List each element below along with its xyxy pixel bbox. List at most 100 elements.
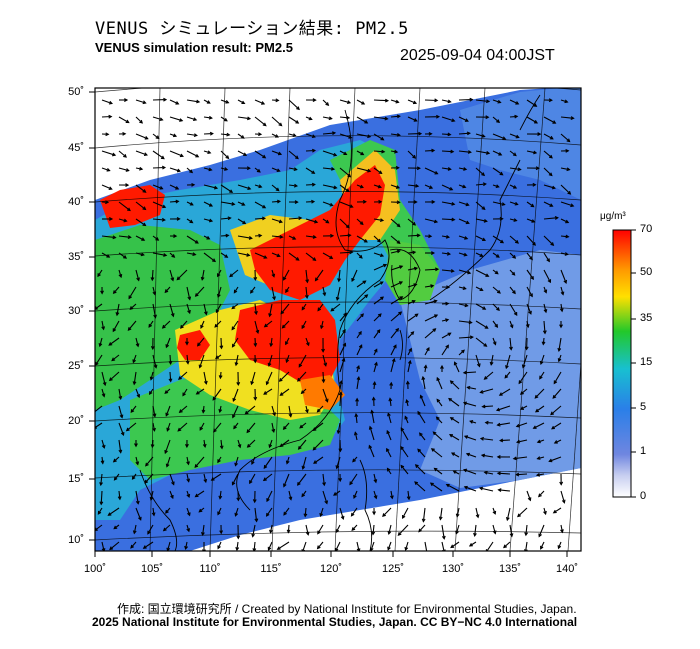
wind-arrow-head: [175, 199, 180, 204]
wind-arrow-head: [123, 154, 127, 158]
wind-arrow-head: [356, 365, 360, 370]
wind-arrow: [336, 456, 341, 469]
wind-arrow: [317, 303, 324, 311]
wind-arrow-head: [144, 136, 149, 140]
wind-arrow-head: [226, 132, 231, 137]
wind-arrow: [118, 405, 123, 418]
wind-arrow-head: [165, 412, 169, 417]
wind-arrow: [166, 422, 171, 431]
wind-arrow: [543, 235, 554, 246]
wind-arrow: [269, 303, 273, 317]
wind-arrow-head: [536, 439, 541, 444]
wind-arrow-head: [136, 277, 140, 282]
wind-arrow: [271, 200, 280, 203]
wind-arrow: [492, 116, 500, 123]
wind-arrow-head: [218, 375, 223, 380]
wind-arrow-head: [262, 477, 267, 482]
wind-arrow: [237, 235, 252, 239]
wind-arrow-head: [395, 185, 401, 189]
wind-arrow: [118, 252, 127, 259]
wind-arrow: [297, 473, 307, 486]
wind-arrow: [271, 252, 280, 257]
wind-arrow-head: [179, 153, 184, 158]
wind-arrow: [441, 235, 449, 238]
wind-arrow: [263, 388, 273, 395]
wind-arrow-head: [380, 296, 385, 301]
wind-arrow: [371, 410, 375, 424]
wind-arrow-head: [112, 458, 117, 463]
wind-arrow-head: [483, 218, 488, 223]
wind-arrow-head: [351, 277, 355, 283]
wind-arrow: [235, 354, 239, 366]
wind-arrow-head: [451, 201, 456, 206]
wind-arrow-head: [276, 253, 281, 258]
wind-arrow-head: [279, 443, 284, 448]
wind-arrow-head: [105, 200, 110, 205]
wind-arrow-head: [387, 412, 391, 417]
wind-arrow-head: [379, 281, 384, 285]
wind-arrow: [118, 490, 121, 500]
lat-label-25: 25˚: [68, 360, 84, 372]
wind-arrow-head: [463, 435, 469, 439]
wind-arrow: [135, 490, 139, 504]
wind-arrow: [543, 150, 553, 159]
wind-arrow-head: [144, 479, 149, 484]
wind-arrow-head: [445, 234, 451, 239]
wind-arrow-head: [441, 535, 446, 540]
wind-arrow: [213, 422, 222, 433]
wind-arrow: [433, 431, 443, 441]
wind-arrow: [135, 201, 146, 210]
wind-arrow-head: [225, 233, 230, 238]
wind-arrow: [407, 251, 416, 254]
wind-arrow-head: [354, 412, 359, 418]
wind-arrow-head: [521, 364, 526, 369]
wind-arrow-head: [194, 293, 199, 297]
wind-arrow-head: [324, 500, 329, 505]
wind-arrow: [560, 524, 563, 533]
wind-arrow: [196, 388, 205, 395]
wind-arrow: [450, 417, 460, 424]
wind-arrow-head: [112, 235, 117, 240]
wind-arrow-head: [352, 458, 356, 463]
wind-arrow-head: [518, 380, 523, 385]
wind-arrow: [169, 116, 183, 122]
wind-arrow-head: [301, 493, 306, 498]
wind-arrow-head: [194, 240, 199, 244]
wind-arrow-head: [248, 235, 253, 240]
wind-arrow: [373, 296, 384, 305]
wind-arrow-head: [122, 132, 127, 136]
wind-arrow: [339, 116, 350, 119]
wind-arrow: [407, 150, 416, 159]
wind-arrow: [506, 507, 511, 521]
wind-arrow: [182, 388, 188, 396]
wind-arrow-head: [513, 218, 518, 222]
wind-arrow-head: [538, 493, 542, 498]
wind-arrow: [101, 150, 116, 156]
wind-arrow-head: [565, 234, 570, 239]
colorbar-level-70: 70: [640, 223, 653, 235]
wind-arrow-head: [243, 152, 248, 156]
wind-arrow-head: [532, 241, 536, 246]
wind-arrow: [254, 320, 259, 334]
wind-arrow-head: [120, 432, 125, 437]
wind-arrow: [339, 167, 351, 178]
wind-arrow: [386, 448, 392, 458]
wind-arrow-head: [479, 436, 485, 441]
wind-arrow: [266, 371, 273, 385]
wind-arrow-head: [298, 216, 303, 221]
wind-arrow: [288, 490, 292, 500]
wind-arrow-head: [428, 132, 433, 136]
wind-arrow-head: [519, 391, 524, 395]
wind-arrow: [424, 541, 428, 551]
wind-arrow-head: [336, 430, 341, 435]
wind-arrow: [186, 150, 199, 158]
wind-arrow: [285, 337, 290, 345]
wind-arrow: [407, 99, 417, 104]
wind-arrow-head: [107, 512, 112, 516]
wind-arrow-head: [288, 413, 293, 418]
wind-arrow-head: [194, 464, 199, 468]
graticule-latitude: [95, 88, 581, 541]
wind-arrow-head: [329, 255, 334, 259]
wind-arrow: [277, 541, 290, 550]
wind-arrow: [186, 456, 190, 465]
